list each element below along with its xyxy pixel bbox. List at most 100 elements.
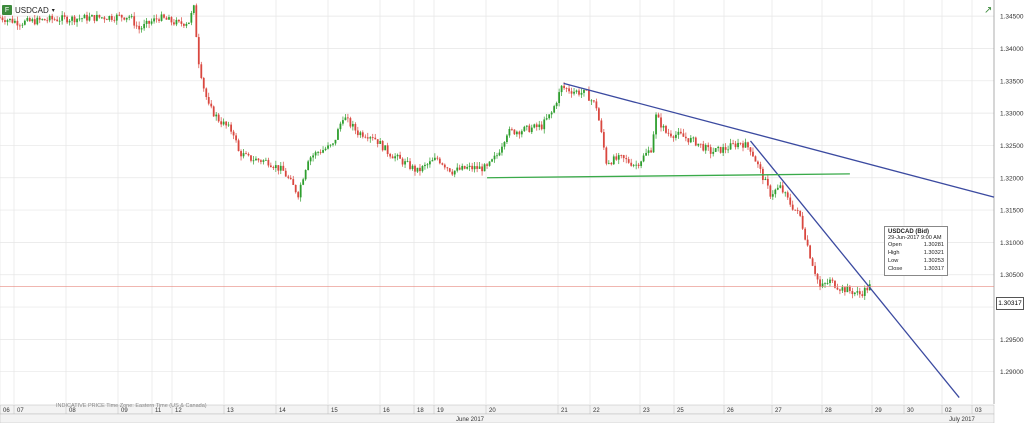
candle-body bbox=[468, 165, 471, 168]
candle-body bbox=[76, 18, 78, 23]
candle-body bbox=[202, 77, 205, 89]
candle-body bbox=[118, 14, 121, 16]
candle-body bbox=[520, 131, 523, 135]
candlestick-series bbox=[0, 3, 871, 300]
candle-body bbox=[679, 131, 682, 134]
candle-body bbox=[687, 138, 690, 143]
candle-body bbox=[834, 280, 836, 288]
candle-body bbox=[148, 20, 150, 24]
candle-body bbox=[605, 147, 608, 164]
candle-body bbox=[379, 140, 382, 144]
x-tick-label: 28 bbox=[825, 408, 832, 414]
candle-body bbox=[307, 161, 310, 171]
candle-body bbox=[739, 142, 742, 144]
candle-body bbox=[670, 133, 672, 137]
candle-body bbox=[429, 161, 431, 165]
candle-body bbox=[461, 165, 464, 170]
candle-body bbox=[36, 17, 39, 25]
x-tick-label: 21 bbox=[561, 408, 568, 414]
candle-body bbox=[513, 129, 516, 135]
candle-body bbox=[414, 165, 416, 172]
candle-body bbox=[456, 167, 459, 171]
expand-arrow-icon[interactable]: ↗ bbox=[984, 5, 993, 16]
candle-body bbox=[675, 134, 677, 138]
candle-body bbox=[292, 179, 295, 185]
candle-body bbox=[570, 91, 573, 94]
tooltip-row-low: Low 1.30253 bbox=[888, 258, 944, 264]
candle-body bbox=[351, 123, 354, 127]
candle-body bbox=[565, 88, 568, 89]
candle-body bbox=[791, 204, 794, 210]
candle-body bbox=[289, 177, 292, 180]
candle-body bbox=[448, 168, 451, 172]
tooltip-title: USDCAD (Bid) bbox=[888, 229, 929, 235]
candle-body bbox=[113, 19, 116, 21]
candle-body bbox=[503, 142, 506, 147]
candle-body bbox=[58, 20, 61, 22]
candle-body bbox=[784, 192, 787, 194]
candle-body bbox=[180, 21, 183, 24]
candle-body bbox=[125, 17, 128, 20]
candle-body bbox=[255, 158, 257, 161]
candle-body bbox=[431, 160, 434, 162]
candle-body bbox=[160, 14, 163, 21]
candle-body bbox=[61, 15, 64, 21]
candle-body bbox=[515, 131, 518, 135]
candle-body bbox=[153, 18, 155, 22]
candle-body bbox=[205, 88, 208, 98]
candle-body bbox=[1, 17, 4, 21]
candle-body bbox=[98, 14, 101, 18]
tooltip-row-open: Open 1.30281 bbox=[888, 242, 944, 248]
candle-body bbox=[732, 143, 734, 145]
candle-body bbox=[593, 100, 595, 102]
candle-body bbox=[583, 89, 585, 93]
candle-body bbox=[826, 283, 829, 284]
candle-body bbox=[210, 103, 213, 107]
candle-body bbox=[56, 19, 59, 22]
instrument-icon: F bbox=[2, 5, 12, 15]
candle-body bbox=[615, 156, 618, 160]
candle-body bbox=[496, 155, 498, 157]
candle-body bbox=[31, 19, 34, 22]
candle-body bbox=[580, 92, 583, 95]
x-tick-label: 08 bbox=[69, 408, 76, 414]
candle-body bbox=[185, 23, 188, 26]
candle-body bbox=[88, 16, 91, 21]
candle-body bbox=[386, 145, 389, 155]
candle-body bbox=[647, 150, 650, 153]
candle-body bbox=[486, 164, 488, 166]
x-tick-label: 23 bbox=[643, 408, 650, 414]
candle-body bbox=[540, 124, 543, 130]
candle-body bbox=[309, 157, 312, 162]
candle-body bbox=[660, 117, 662, 128]
candle-body bbox=[274, 165, 277, 169]
candle-body bbox=[73, 16, 76, 23]
trendlines bbox=[487, 82, 995, 398]
candle-body bbox=[630, 162, 633, 166]
candle-body bbox=[727, 149, 730, 151]
candle-body bbox=[829, 279, 831, 284]
candle-body bbox=[401, 158, 404, 165]
candle-body bbox=[297, 192, 300, 198]
candle-body bbox=[553, 106, 556, 113]
candle-body bbox=[528, 125, 531, 133]
ohlc-tooltip: USDCAD (Bid) 29-Jun-2017 9:00 AM Open 1.3… bbox=[884, 226, 948, 276]
candle-body bbox=[471, 165, 474, 170]
candle-body bbox=[46, 20, 49, 22]
candle-body bbox=[173, 22, 175, 25]
candle-body bbox=[635, 164, 638, 166]
candle-body bbox=[245, 153, 247, 154]
candle-body bbox=[264, 159, 267, 161]
y-tick-label: 1.29500 bbox=[1000, 337, 1024, 344]
candle-body bbox=[451, 171, 454, 175]
x-axis-month-band bbox=[0, 413, 995, 423]
candle-body bbox=[821, 283, 824, 287]
candle-body bbox=[839, 289, 841, 291]
symbol-selector[interactable]: F USDCAD ▾ bbox=[2, 3, 55, 17]
candle-body bbox=[100, 17, 103, 19]
candle-body bbox=[247, 153, 250, 156]
trendline bbox=[487, 173, 850, 179]
candle-body bbox=[476, 166, 479, 169]
candle-body bbox=[578, 90, 580, 95]
